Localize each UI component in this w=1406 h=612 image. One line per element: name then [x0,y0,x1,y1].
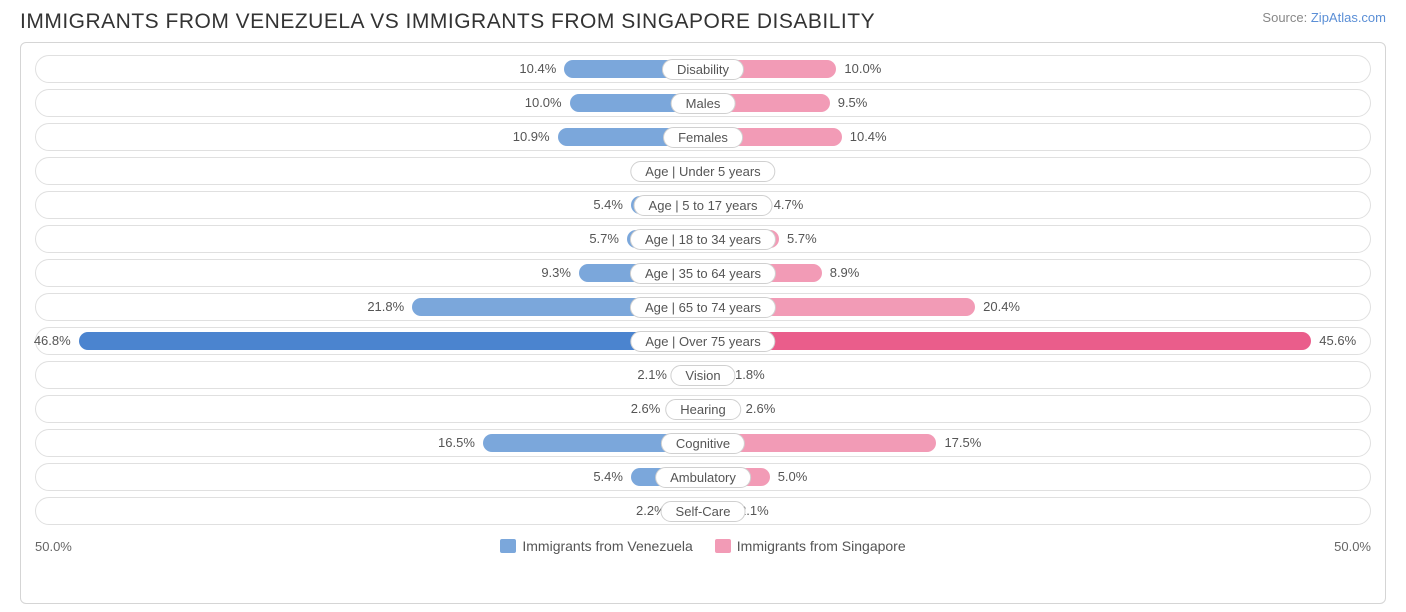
page-root: IMMIGRANTS FROM VENEZUELA VS IMMIGRANTS … [0,0,1406,612]
legend-label-left: Immigrants from Venezuela [522,538,692,554]
category-pill: Age | Under 5 years [630,161,775,182]
chart-row: 5.7% 5.7% Age | 18 to 34 years [35,225,1371,253]
value-label-left: 46.8% [34,333,71,348]
chart-row: 21.8% 20.4% Age | 65 to 74 years [35,293,1371,321]
value-label-right: 17.5% [944,435,981,450]
value-label-left: 10.0% [525,95,562,110]
chart-row: 16.5% 17.5% Cognitive [35,429,1371,457]
value-label-right: 5.0% [778,469,808,484]
axis-max-right: 50.0% [1311,539,1371,554]
value-label-right: 10.0% [844,61,881,76]
legend-label-right: Immigrants from Singapore [737,538,906,554]
value-label-left: 5.4% [593,197,623,212]
value-label-left: 2.1% [637,367,667,382]
category-pill: Self-Care [661,501,746,522]
chart-row: 5.4% 5.0% Ambulatory [35,463,1371,491]
category-pill: Vision [670,365,735,386]
category-pill: Age | Over 75 years [630,331,775,352]
value-label-left: 16.5% [438,435,475,450]
legend: Immigrants from Venezuela Immigrants fro… [95,538,1311,554]
legend-swatch-left [500,539,516,553]
chart-row: 1.2%1.1%Age | Under 5 years [35,157,1371,185]
category-pill: Males [671,93,736,114]
chart-row: 2.2%2.1%Self-Care [35,497,1371,525]
chart-row: 5.4% 4.7%Age | 5 to 17 years [35,191,1371,219]
chart-row: 9.3% 8.9% Age | 35 to 64 years [35,259,1371,287]
chart-row: 10.4% 10.0% Disability [35,55,1371,83]
value-label-right: 1.8% [735,367,765,382]
value-label-left: 9.3% [541,265,571,280]
legend-item-left: Immigrants from Venezuela [500,538,692,554]
bar-right [703,332,1311,350]
category-pill: Females [663,127,743,148]
value-label-right: 9.5% [838,95,868,110]
chart-row: 10.0% 9.5% Males [35,89,1371,117]
value-label-right: 8.9% [830,265,860,280]
value-label-left: 21.8% [367,299,404,314]
chart-rows: 10.4%10.0%Disability10.0%9.5%Males10.9%1… [35,55,1371,525]
source-link[interactable]: ZipAtlas.com [1311,10,1386,25]
chart-row: 10.9% 10.4% Females [35,123,1371,151]
value-label-right: 2.6% [746,401,776,416]
source-label: Source: [1262,10,1307,25]
chart-row: 2.6% 2.6% Hearing [35,395,1371,423]
category-pill: Disability [662,59,744,80]
value-label-left: 5.7% [589,231,619,246]
category-pill: Age | 5 to 17 years [634,195,773,216]
chart-row: 2.1% 1.8%Vision [35,361,1371,389]
category-pill: Cognitive [661,433,745,454]
value-label-right: 45.6% [1319,333,1356,348]
legend-swatch-right [715,539,731,553]
value-label-right: 10.4% [850,129,887,144]
chart-row: 46.8% 45.6% Age | Over 75 years [35,327,1371,355]
chart-footer: 50.0% Immigrants from Venezuela Immigran… [35,535,1371,557]
value-label-left: 10.9% [513,129,550,144]
axis-max-left: 50.0% [35,539,95,554]
category-pill: Age | 18 to 34 years [630,229,776,250]
bar-left [79,332,703,350]
legend-item-right: Immigrants from Singapore [715,538,906,554]
source-attribution: Source: ZipAtlas.com [1262,10,1386,25]
chart-title: IMMIGRANTS FROM VENEZUELA VS IMMIGRANTS … [20,10,875,34]
category-pill: Ambulatory [655,467,751,488]
value-label-left: 5.4% [593,469,623,484]
category-pill: Age | 35 to 64 years [630,263,776,284]
value-label-left: 2.6% [631,401,661,416]
category-pill: Age | 65 to 74 years [630,297,776,318]
value-label-right: 20.4% [983,299,1020,314]
value-label-right: 4.7% [774,197,804,212]
value-label-left: 10.4% [519,61,556,76]
category-pill: Hearing [665,399,741,420]
chart-container: 10.4%10.0%Disability10.0%9.5%Males10.9%1… [20,42,1386,604]
chart-header: IMMIGRANTS FROM VENEZUELA VS IMMIGRANTS … [20,10,1386,34]
value-label-right: 5.7% [787,231,817,246]
